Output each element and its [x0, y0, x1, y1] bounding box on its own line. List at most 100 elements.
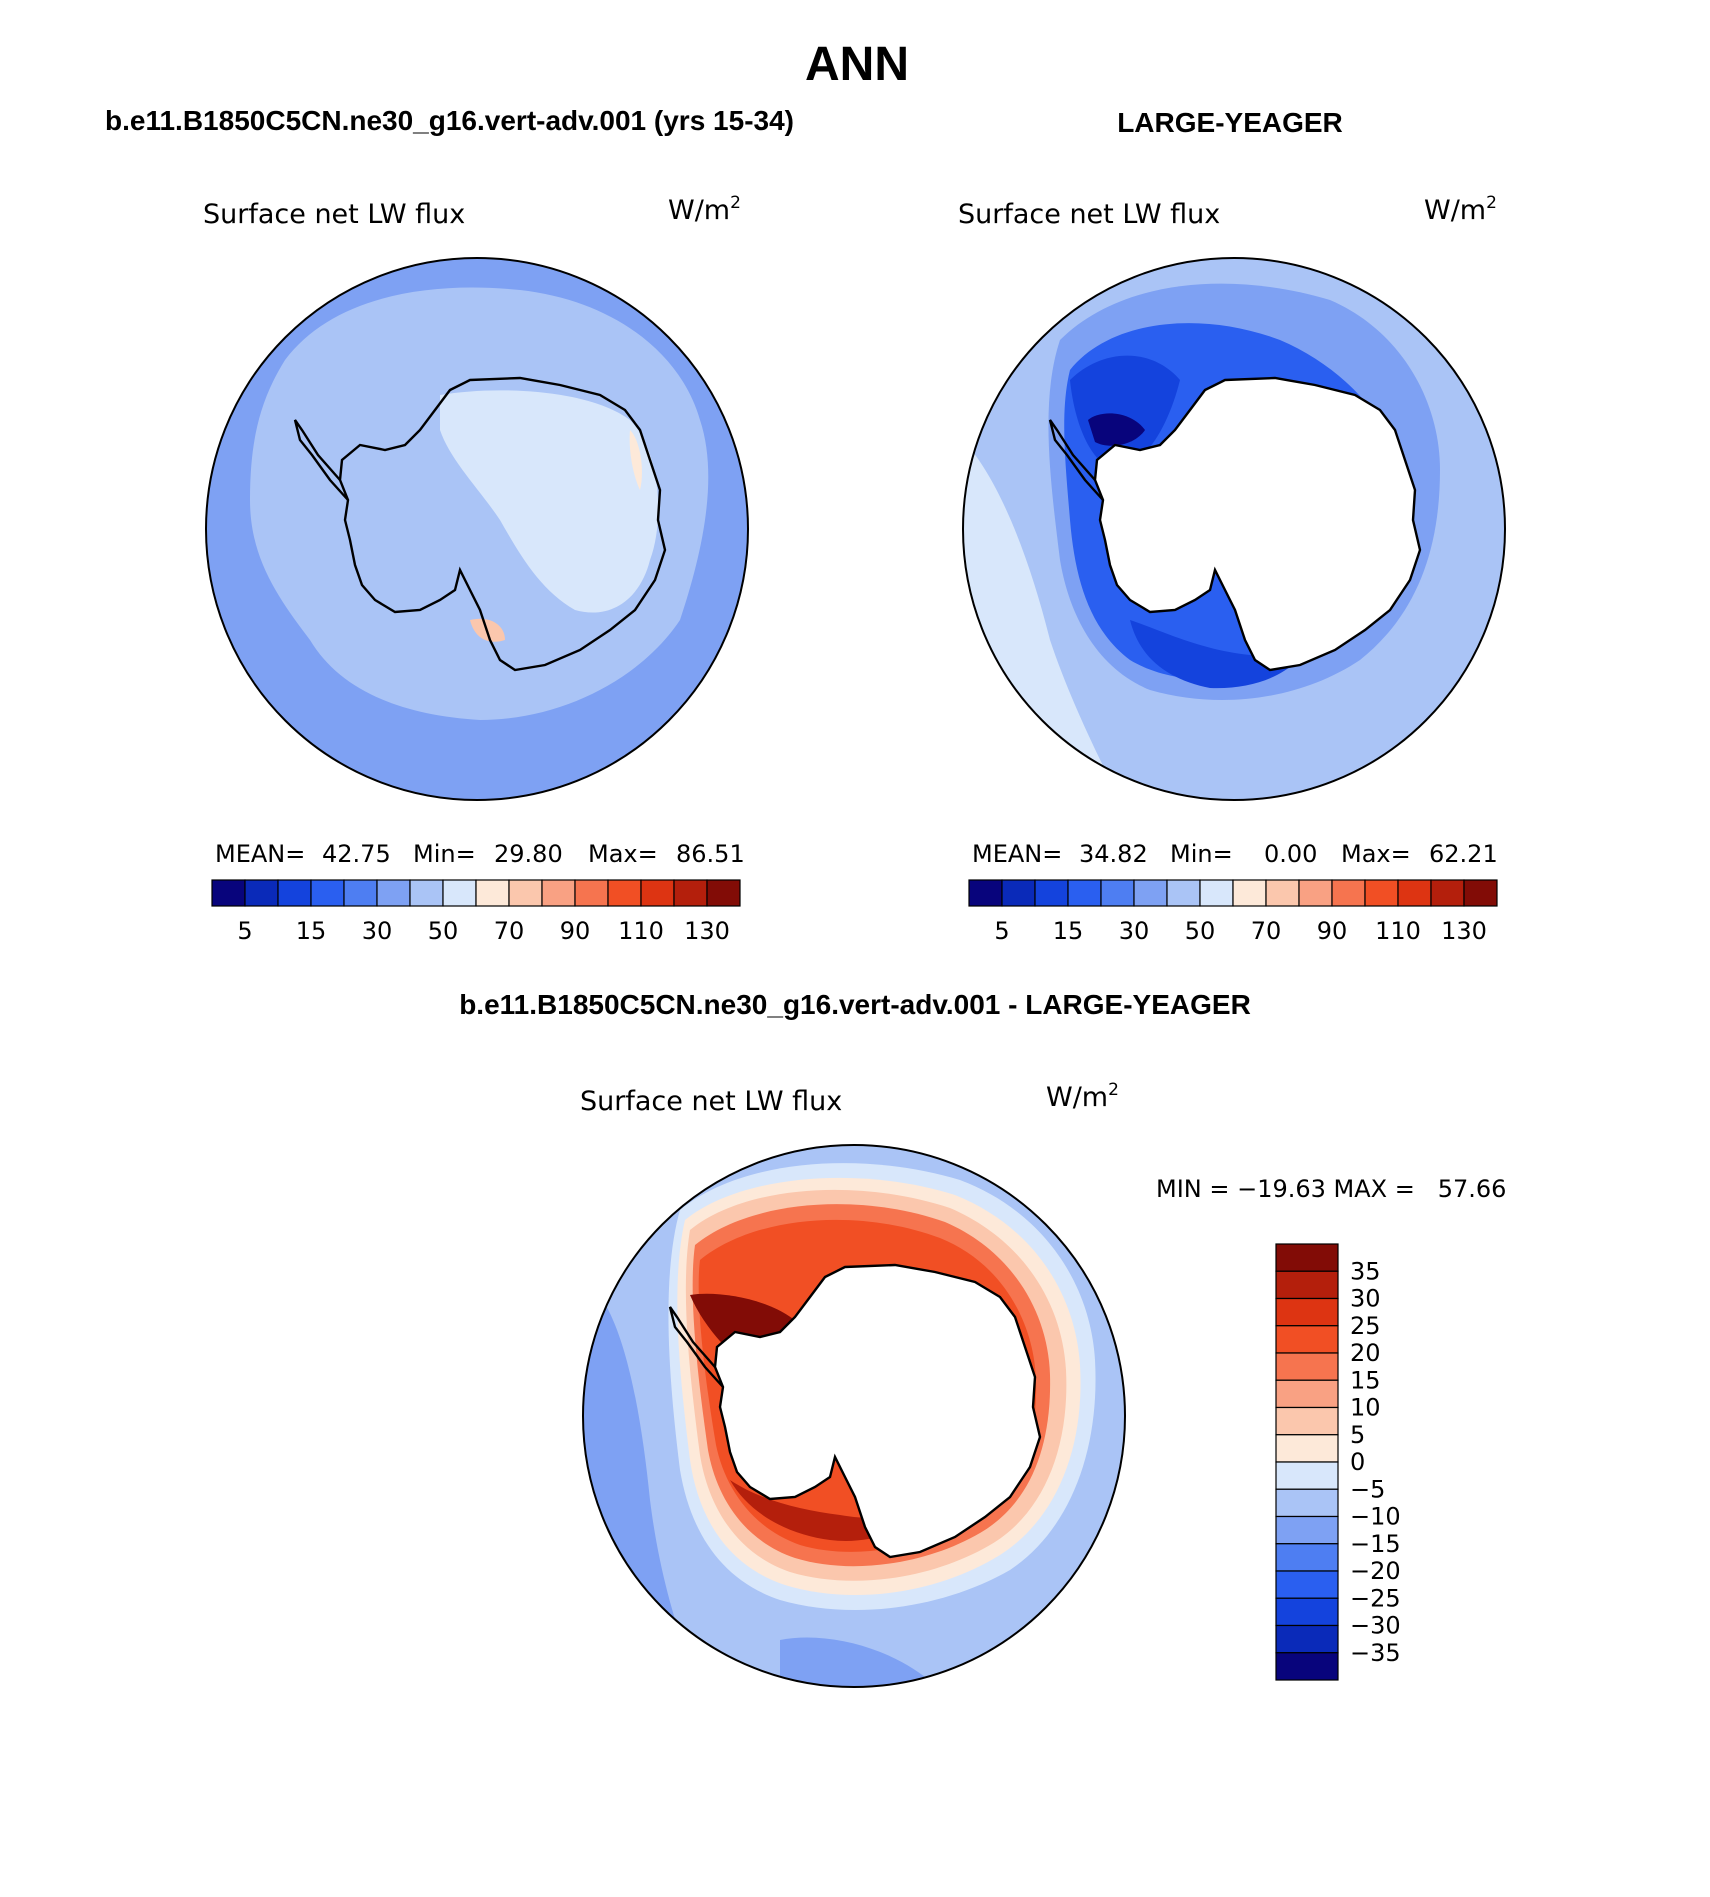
- panel-1-mean-value: 42.75: [322, 840, 391, 868]
- peninsula-coast: [293, 419, 349, 501]
- panel-3-map-border: [582, 1144, 1126, 1688]
- panel-1-stats: MEAN= 42.75 Min= 29.80 Max= 86.51: [215, 840, 745, 868]
- colorbar-tick-label: 50: [428, 917, 459, 945]
- colorbar-tick-label: −5: [1350, 1475, 1385, 1503]
- panel-difference: b.e11.B1850C5CN.ne30_g16.vert-adv.001 - …: [459, 989, 1506, 1688]
- colorbar-swatch: [1275, 1570, 1339, 1599]
- colorbar-tick-label: 5: [1350, 1421, 1365, 1449]
- colorbar-tick-label: −35: [1350, 1639, 1401, 1667]
- colorbar-swatch: [1275, 1243, 1339, 1272]
- colorbar-swatch: [1133, 879, 1168, 907]
- colorbar-tick-label: −25: [1350, 1584, 1401, 1612]
- colorbar-swatch: [1275, 1297, 1339, 1327]
- colorbar-swatch: [1275, 1325, 1339, 1354]
- coastline: [338, 376, 667, 672]
- colorbar-tick-label: 30: [1350, 1285, 1381, 1313]
- panel-3-case-title: b.e11.B1850C5CN.ne30_g16.vert-adv.001 - …: [459, 989, 1251, 1020]
- colorbar-swatch: [640, 879, 675, 907]
- colorbar-swatch: [1463, 879, 1498, 907]
- colorbar-swatch: [277, 879, 312, 907]
- colorbar-swatch: [1067, 879, 1102, 907]
- colorbar-swatch: [1275, 1270, 1339, 1300]
- colorbar-swatch: [442, 879, 477, 907]
- colorbar-swatch: [1275, 1515, 1339, 1545]
- colorbar-tick-label: 110: [1375, 917, 1421, 945]
- colorbar-tick-label: 35: [1350, 1257, 1381, 1285]
- panel-2-mean-label: MEAN=: [972, 840, 1062, 868]
- colorbar-tick-label: 15: [296, 917, 327, 945]
- panel-1-min-value: 29.80: [494, 840, 563, 868]
- panel-1-map-border: [205, 257, 749, 801]
- colorbar-swatch: [1397, 879, 1432, 907]
- panel-3-units: W/m2: [1046, 1080, 1119, 1113]
- colorbar-tick-label: 90: [560, 917, 591, 945]
- panel-observations: LARGE-YEAGER Surface net LW flux W/m2 ME…: [958, 107, 1506, 945]
- colorbar-swatch: [541, 879, 576, 907]
- colorbar-swatch: [1100, 879, 1135, 907]
- panel-3-minmax: MIN = −19.63 MAX = 57.66: [1156, 1175, 1506, 1203]
- panel-1-units-exp: 2: [730, 193, 741, 213]
- land-mask: [1095, 378, 1420, 670]
- colorbar-tick-label: 110: [618, 917, 664, 945]
- panel-2-case-title: LARGE-YEAGER: [1117, 107, 1343, 138]
- colorbar-swatch: [508, 879, 543, 907]
- colorbar-swatch: [1275, 1543, 1339, 1572]
- colorbar-swatch: [1275, 1624, 1339, 1654]
- colorbar-swatch: [1199, 879, 1234, 907]
- panel-2-variable-label: Surface net LW flux: [958, 199, 1220, 230]
- panel-2-max-value: 62.21: [1429, 840, 1498, 868]
- colorbar-tick-label: 5: [994, 917, 1009, 945]
- panel-2-polar-map: [963, 258, 1505, 800]
- panel-1-polar-map: [206, 258, 748, 800]
- field-contour-light: [440, 390, 659, 613]
- panel-1-max-label: Max=: [588, 840, 658, 868]
- colorbar-tick-label: 20: [1350, 1339, 1381, 1367]
- colorbar-tick-label: −15: [1350, 1530, 1401, 1558]
- colorbar-swatch: [1275, 1406, 1339, 1436]
- colorbar-swatch: [1001, 879, 1036, 907]
- colorbar-tick-label: 10: [1350, 1394, 1381, 1422]
- panel-3-units-base: W/m: [1046, 1082, 1108, 1113]
- colorbar-tick-label: 15: [1053, 917, 1084, 945]
- panel-2-colorbar: 5 15 30 50 70 90 110 130: [968, 879, 1498, 945]
- colorbar-tick-label: 15: [1350, 1366, 1381, 1394]
- colorbar-swatch: [968, 879, 1003, 907]
- panel-2-stats: MEAN= 34.82 Min= 0.00 Max= 62.21: [972, 840, 1498, 868]
- panel-2-units-base: W/m: [1424, 195, 1486, 226]
- colorbar-tick-label: 130: [1441, 917, 1487, 945]
- colorbar-swatch: [706, 879, 741, 907]
- colorbar-tick-label: 30: [1119, 917, 1150, 945]
- colorbar-swatch: [1275, 1488, 1339, 1518]
- colorbar-tick-label: 90: [1317, 917, 1348, 945]
- land-mask: [715, 1265, 1040, 1557]
- colorbar-swatch: [1275, 1434, 1339, 1463]
- colorbar-swatch: [211, 879, 246, 907]
- colorbar-swatch: [1275, 1461, 1339, 1490]
- colorbar-swatch: [409, 879, 444, 907]
- colorbar-swatch: [1430, 879, 1465, 907]
- colorbar-swatch: [1275, 1597, 1339, 1627]
- main-title: ANN: [805, 38, 909, 91]
- panel-2-units: W/m2: [1424, 193, 1497, 226]
- warm-patch-a: [629, 430, 642, 490]
- colorbar-swatch: [310, 879, 345, 907]
- panel-2-min-value: 0.00: [1264, 840, 1317, 868]
- peninsula-coast: [1048, 419, 1104, 501]
- field-contour-deep-south: [1130, 620, 1310, 689]
- colorbar-swatch: [607, 879, 642, 907]
- colorbar-swatch: [574, 879, 609, 907]
- panel-model: b.e11.B1850C5CN.ne30_g16.vert-adv.001 (y…: [105, 105, 794, 945]
- colorbar-tick-label: 25: [1350, 1312, 1381, 1340]
- colorbar-swatch: [1275, 1652, 1339, 1681]
- panel-3-variable-label: Surface net LW flux: [580, 1086, 842, 1117]
- colorbar-tick-label: 70: [494, 917, 525, 945]
- panel-3-polar-map: [583, 1145, 1125, 1687]
- panel-1-mean-label: MEAN=: [215, 840, 305, 868]
- colorbar-swatch: [1331, 879, 1366, 907]
- colorbar-swatch: [475, 879, 510, 907]
- colorbar-tick-label: 50: [1185, 917, 1216, 945]
- colorbar-swatch: [1275, 1352, 1339, 1381]
- panel-2-max-label: Max=: [1341, 840, 1411, 868]
